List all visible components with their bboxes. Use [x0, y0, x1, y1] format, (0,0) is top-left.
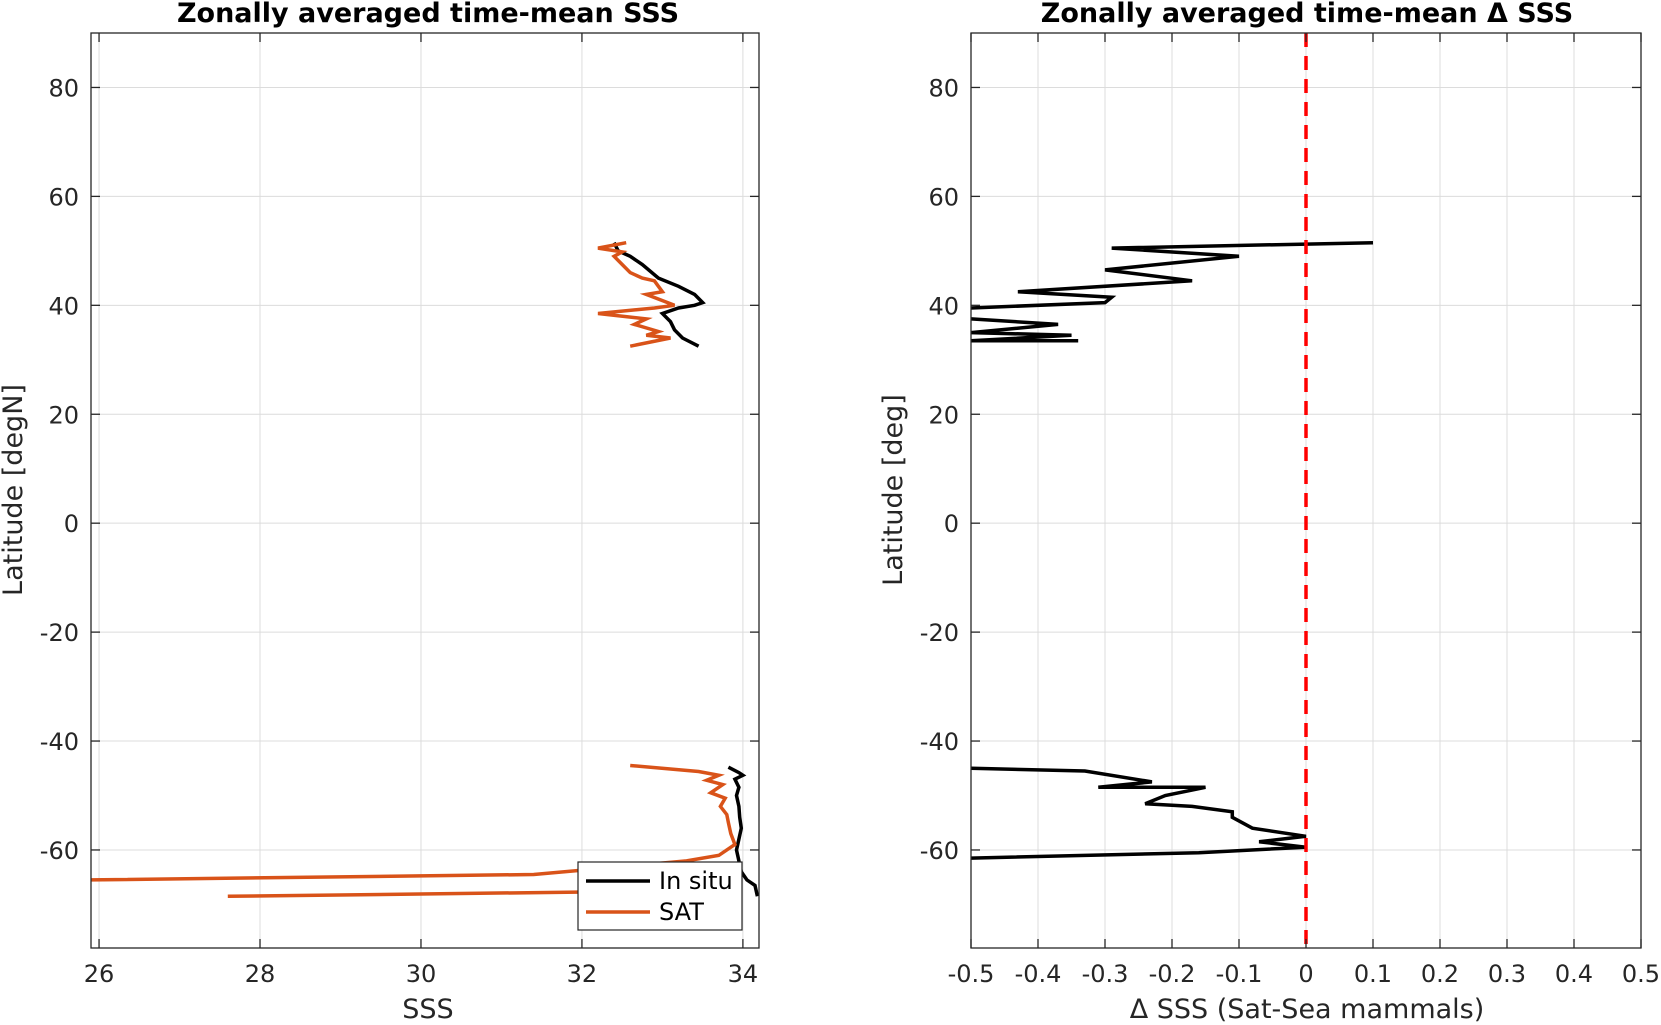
sss-lines — [90, 240, 760, 899]
delta-sss-ylabel: Latitude [deg] — [878, 394, 909, 586]
delta-sss-ytick-label: 60 — [928, 183, 959, 211]
sss-ytick-label: 0 — [64, 510, 79, 538]
sss-xtick-label: 30 — [406, 960, 437, 988]
sss-series-1-segment-1 — [90, 763, 738, 882]
sss-ytick-label: -40 — [40, 728, 79, 756]
sss-ytick-label: -20 — [40, 619, 79, 647]
legend-box — [577, 861, 743, 931]
legend: In situ SAT — [577, 861, 743, 931]
sss-ytick-label: 60 — [48, 183, 79, 211]
delta-sss-panel: Zonally averaged time-mean Δ SSS -0.5 -0.… — [878, 0, 1660, 1025]
sss-ticks: 26 28 30 32 34 -60 -40 -20 0 20 40 60 80 — [40, 33, 759, 988]
sss-ytick-label: 20 — [48, 401, 79, 429]
sss-grid — [91, 33, 759, 948]
delta-sss-xtick-label: 0 — [1298, 960, 1313, 988]
delta-sss-xtick-label: 0.1 — [1354, 960, 1392, 988]
delta-sss-lines — [970, 33, 1374, 948]
sss-series-0-segment-0 — [612, 241, 706, 348]
delta-sss-ytick-label: 40 — [928, 292, 959, 320]
sss-xtick-label: 28 — [245, 960, 276, 988]
sss-ytick-label: 80 — [48, 74, 79, 102]
delta-sss-xtick-label: -0.5 — [948, 960, 995, 988]
sss-ytick-label: -60 — [40, 837, 79, 865]
delta-sss-xtick-label: -0.3 — [1082, 960, 1129, 988]
delta-sss-ytick-label: -20 — [920, 619, 959, 647]
sss-axes-box — [90, 32, 760, 949]
sss-series-0-segment-1 — [727, 765, 760, 897]
delta-sss-xtick-label: -0.1 — [1216, 960, 1263, 988]
delta-sss-ytick-label: 0 — [944, 510, 959, 538]
delta-sss-series-0-segment-0 — [970, 240, 1374, 310]
sss-xtick-label: 26 — [84, 960, 115, 988]
delta-sss-xtick-label: 0.3 — [1488, 960, 1526, 988]
delta-sss-ticks: -0.5 -0.4 -0.3 -0.2 -0.1 0 0.1 0.2 0.3 0.4 0.5 -60 -… — [920, 33, 1660, 988]
delta-sss-ytick-label: -60 — [920, 837, 959, 865]
delta-sss-xtick-label: 0.4 — [1555, 960, 1593, 988]
sss-ylabel: Latitude [degN] — [0, 384, 29, 596]
sss-xtick-label: 34 — [728, 960, 759, 988]
delta-sss-series-0-segment-2 — [970, 766, 1307, 860]
legend-sat-label: SAT — [659, 898, 704, 926]
sss-title: Zonally averaged time-mean SSS — [177, 0, 679, 29]
delta-sss-xlabel: Δ SSS (Sat-Sea mammals) — [1130, 994, 1485, 1025]
delta-sss-ytick-label: 80 — [928, 74, 959, 102]
delta-sss-xtick-label: -0.2 — [1149, 960, 1196, 988]
delta-sss-xtick-label: -0.4 — [1015, 960, 1062, 988]
sss-panel: Zonally averaged time-mean SSS 26 28 30 32 3… — [0, 0, 760, 1025]
sss-ytick-label: 40 — [48, 292, 79, 320]
sss-series-1-segment-0 — [597, 240, 676, 348]
delta-sss-ytick-label: -40 — [920, 728, 959, 756]
legend-in-situ-label: In situ — [659, 867, 733, 895]
delta-sss-title: Zonally averaged time-mean Δ SSS — [1041, 0, 1573, 29]
delta-sss-ytick-label: 20 — [928, 401, 959, 429]
delta-sss-grid — [970, 33, 1642, 948]
delta-sss-series-0-segment-1 — [970, 317, 1079, 343]
sss-xlabel: SSS — [402, 994, 453, 1025]
sss-xtick-label: 32 — [567, 960, 598, 988]
delta-sss-xtick-label: 0.5 — [1622, 960, 1660, 988]
delta-sss-xtick-label: 0.2 — [1421, 960, 1459, 988]
